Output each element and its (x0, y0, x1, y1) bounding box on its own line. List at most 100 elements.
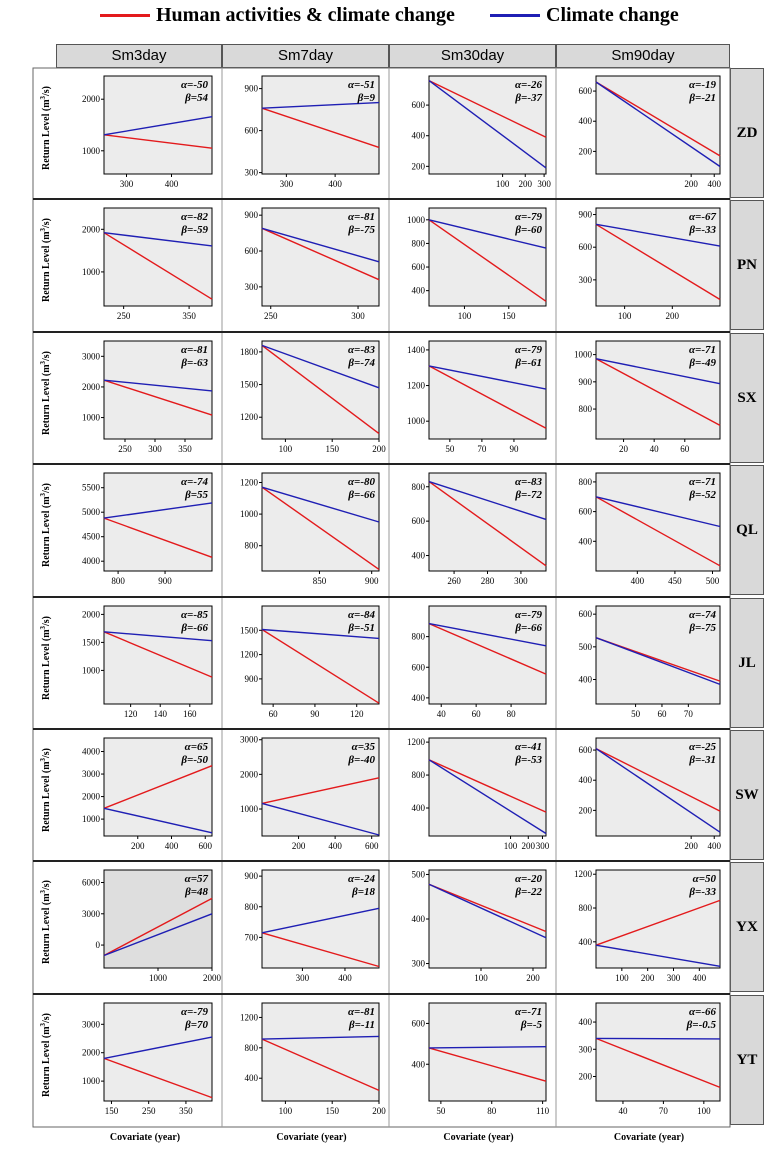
alpha-label: α=-19 (689, 79, 717, 91)
series-line-human (261, 486, 380, 570)
x-tick-label: 100 (458, 311, 472, 321)
x-tick-label: 600 (199, 841, 213, 851)
alpha-label: α=-79 (515, 344, 543, 356)
series-line-human (261, 344, 380, 435)
series-line-climate (261, 101, 380, 109)
y-tick-label: 800 (245, 1043, 259, 1053)
beta-label: β=54 (184, 92, 208, 104)
y-tick-label: 1000 (407, 416, 426, 426)
y-tick-label: 3000 (82, 351, 101, 361)
beta-label: β=-52 (688, 489, 716, 501)
y-tick-label: 1000 (82, 1076, 101, 1086)
panel-yt-sm3day (103, 1002, 213, 1102)
y-tick-label: 600 (412, 1018, 426, 1028)
x-tick-label: 400 (707, 179, 721, 189)
x-tick-label: 850 (313, 576, 327, 586)
series-line-human (103, 765, 213, 809)
y-tick-label: 2000 (82, 224, 101, 234)
y-tick-label: 400 (579, 675, 593, 685)
y-tick-label: 300 (245, 168, 259, 178)
series-line-human (261, 628, 380, 704)
alpha-label: α=-25 (689, 741, 717, 753)
beta-label: β=-11 (348, 1019, 375, 1031)
series-line-climate (103, 631, 213, 642)
y-tick-label: 2000 (82, 94, 101, 104)
y-tick-label: 1200 (240, 412, 259, 422)
series-line-human (428, 79, 547, 138)
series-line-climate (428, 365, 547, 390)
y-tick-label: 4000 (82, 747, 101, 757)
x-tick-label: 200 (372, 444, 386, 454)
y-tick-label: 300 (245, 282, 259, 292)
beta-label: β=-60 (514, 224, 542, 236)
y-tick-label: 600 (412, 100, 426, 110)
row-label-ql: QL (730, 465, 764, 595)
y-tick-label: 1000 (574, 350, 593, 360)
alpha-label: α=-84 (348, 609, 376, 621)
x-tick-label: 100 (279, 444, 293, 454)
y-axis-label: Return Level (m3/s) (39, 218, 52, 302)
x-tick-label: 500 (706, 576, 720, 586)
y-tick-label: 400 (412, 286, 426, 296)
alpha-label: α=-50 (181, 79, 209, 91)
beta-label: β=48 (184, 886, 208, 898)
y-tick-label: 600 (579, 609, 593, 619)
panel-pn-sm3day (103, 207, 213, 307)
y-tick-label: 500 (579, 642, 593, 652)
series-line-human (103, 1057, 213, 1099)
y-axis-label: Return Level (m3/s) (39, 880, 52, 964)
y-axis-label: Return Level (m3/s) (39, 86, 52, 170)
legend-label-human: Human activities & climate change (156, 4, 455, 26)
series-line-climate (261, 1035, 380, 1040)
panel-jl-sm7day (261, 605, 380, 705)
beta-label: β=-5 (520, 1019, 543, 1031)
alpha-label: α=-79 (181, 1006, 209, 1018)
alpha-label: α=57 (185, 873, 209, 885)
series-line-climate (261, 802, 380, 836)
y-tick-label: 900 (245, 871, 259, 881)
x-tick-label: 250 (142, 1106, 156, 1116)
panel-sx-sm3day (103, 340, 213, 440)
x-tick-label: 120 (124, 709, 138, 719)
x-tick-label: 250 (117, 311, 131, 321)
x-tick-label: 350 (179, 1106, 193, 1116)
x-tick-label: 900 (365, 576, 379, 586)
x-tick-label: 260 (447, 576, 461, 586)
alpha-label: α=-80 (348, 476, 376, 488)
beta-label: β=-72 (514, 489, 542, 501)
y-tick-label: 200 (579, 805, 593, 815)
y-tick-label: 2000 (82, 382, 101, 392)
series-line-human (428, 365, 547, 429)
series-line-human (103, 897, 213, 957)
y-tick-label: 200 (412, 161, 426, 171)
panel-pn-sm90day (595, 207, 721, 307)
beta-label: β=-50 (180, 754, 208, 766)
x-tick-label: 160 (183, 709, 197, 719)
x-tick-label: 60 (680, 444, 690, 454)
x-tick-label: 300 (148, 444, 162, 454)
series-line-climate (261, 628, 380, 640)
beta-label: β=-74 (347, 357, 375, 369)
beta-label: β=-63 (180, 357, 208, 369)
y-tick-label: 600 (412, 662, 426, 672)
alpha-label: α=-83 (515, 476, 543, 488)
x-tick-label: 100 (279, 1106, 293, 1116)
x-tick-label: 350 (178, 444, 192, 454)
series-line-human (595, 1037, 721, 1089)
series-line-human (261, 932, 380, 968)
alpha-label: α=-79 (515, 211, 543, 223)
x-tick-label: 800 (111, 576, 125, 586)
y-axis-label: Return Level (m3/s) (39, 351, 52, 435)
beta-label: β=-66 (347, 489, 375, 501)
x-tick-label: 200 (526, 973, 540, 983)
panel-sx-sm90day (595, 340, 721, 440)
y-tick-label: 1000 (82, 146, 101, 156)
y-tick-label: 400 (579, 536, 593, 546)
panel-yx-sm3day (103, 869, 213, 969)
y-axis-label: Return Level (m3/s) (39, 616, 52, 700)
x-axis-label: Covariate (year) (276, 1132, 346, 1143)
y-tick-label: 800 (412, 238, 426, 248)
x-tick-label: 70 (684, 709, 694, 719)
x-tick-label: 100 (618, 311, 632, 321)
